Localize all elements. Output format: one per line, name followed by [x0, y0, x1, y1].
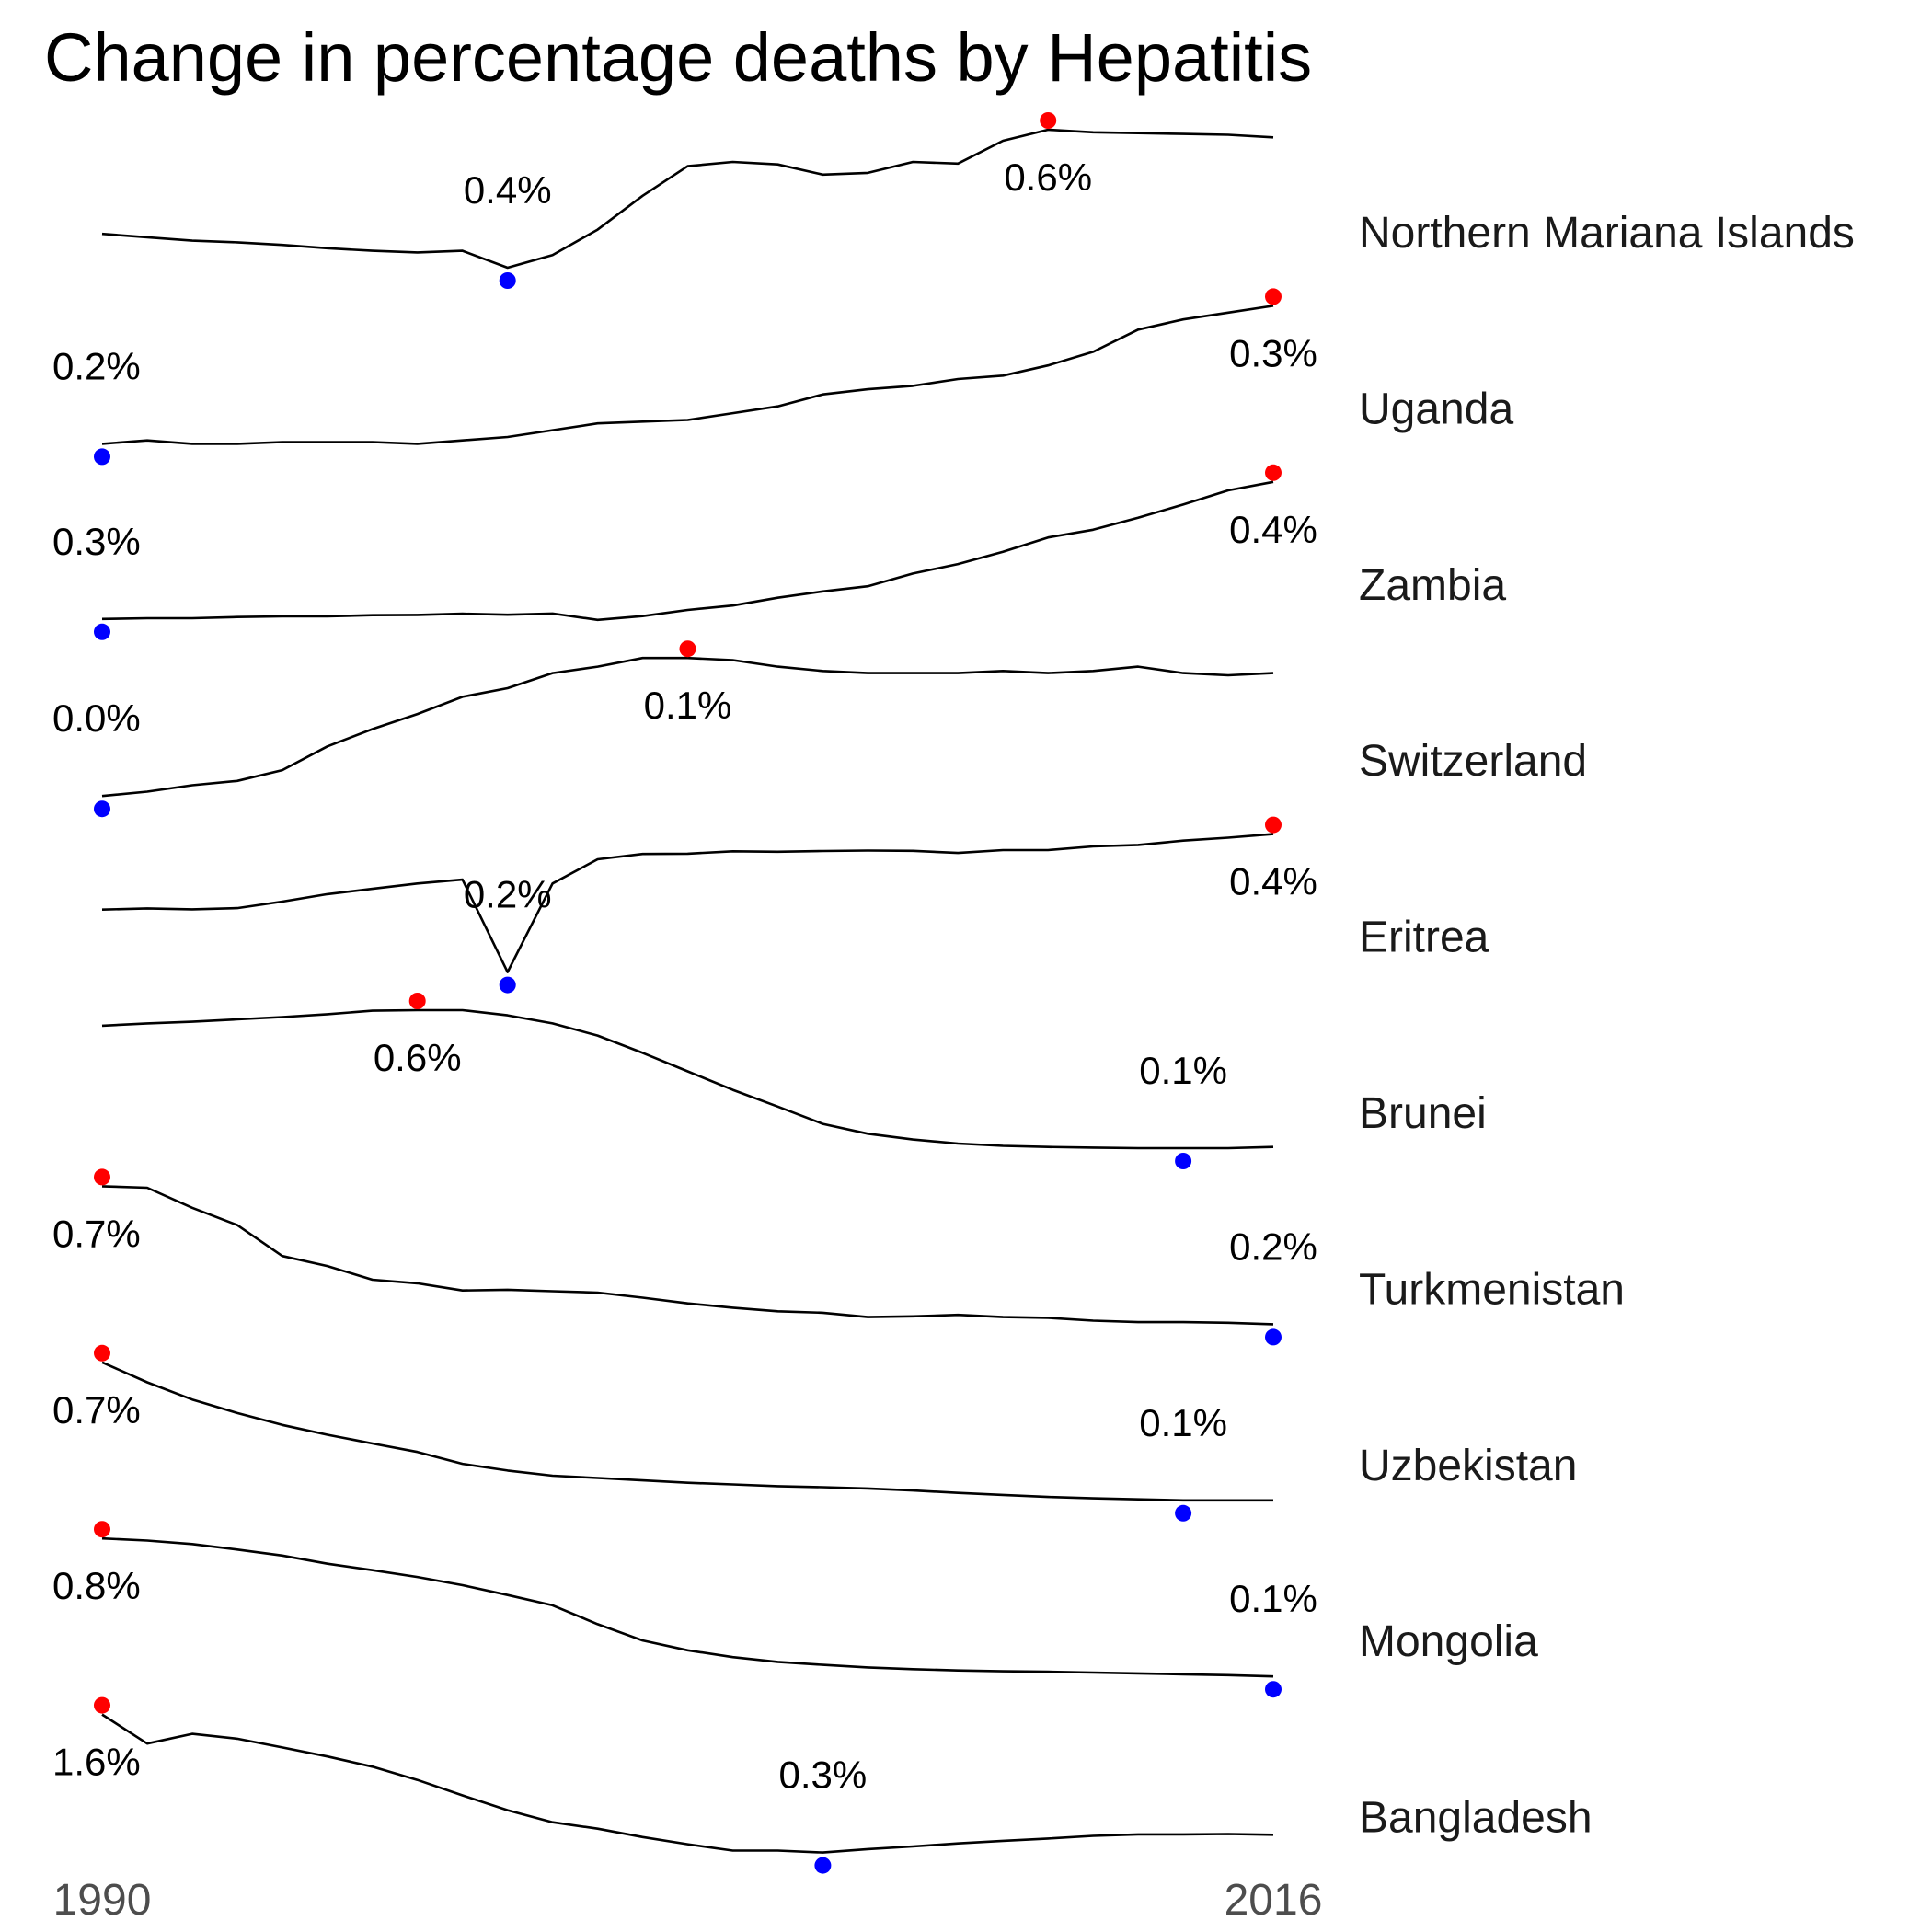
min-point-brunei — [1175, 1153, 1192, 1169]
max-point-eritrea — [1265, 816, 1282, 834]
sparkline-switzerland — [101, 656, 1274, 798]
max-point-northern-mariana-islands — [1040, 112, 1057, 129]
max-value-label: 0.4% — [1229, 860, 1317, 903]
country-label-switzerland: Switzerland — [1359, 737, 1587, 786]
country-label-uzbekistan: Uzbekistan — [1359, 1442, 1577, 1490]
chart-title: Change in percentage deaths by Hepatitis — [44, 19, 1312, 96]
max-point-bangladesh — [94, 1696, 110, 1714]
max-point-zambia — [1265, 464, 1282, 481]
country-label-brunei: Brunei — [1359, 1089, 1487, 1138]
min-point-mongolia — [1265, 1681, 1282, 1698]
max-value-label: 0.7% — [52, 1388, 141, 1432]
min-value-label: 0.3% — [52, 520, 141, 563]
min-value-label: 0.1% — [1229, 1577, 1317, 1620]
max-value-label: 1.6% — [52, 1741, 141, 1784]
max-value-label: 0.6% — [374, 1036, 462, 1079]
max-point-uganda — [1265, 288, 1282, 305]
min-point-uzbekistan — [1175, 1504, 1192, 1522]
sparkline-eritrea — [101, 833, 1274, 973]
sparkline-brunei — [101, 1008, 1274, 1150]
min-point-eritrea — [499, 976, 516, 994]
max-point-turkmenistan — [94, 1168, 110, 1186]
x-tick-label-start: 1990 — [53, 1876, 152, 1925]
sparkline-uzbekistan — [101, 1361, 1273, 1502]
max-value-label: 0.1% — [644, 684, 732, 727]
max-value-label: 0.6% — [1004, 155, 1092, 199]
max-point-switzerland — [679, 640, 696, 658]
sparkline-row-uzbekistan: 0.1% 0.7% Uzbekistan — [52, 1344, 1577, 1522]
sparkline-zambia — [101, 480, 1274, 622]
min-value-label: 0.0% — [52, 696, 141, 740]
country-label-uganda: Uganda — [1359, 385, 1513, 433]
max-value-label: 0.3% — [1229, 331, 1317, 374]
min-point-northern-mariana-islands — [499, 272, 516, 289]
min-value-label: 0.3% — [779, 1754, 868, 1797]
country-label-turkmenistan: Turkmenistan — [1359, 1265, 1625, 1314]
max-value-label: 0.8% — [52, 1564, 141, 1607]
min-value-label: 0.1% — [1139, 1401, 1227, 1444]
sparkline-mongolia — [101, 1536, 1274, 1678]
min-value-label: 0.2% — [1229, 1225, 1317, 1268]
sparkline-row-brunei: 0.1% 0.6% Brunei — [101, 993, 1487, 1169]
max-point-uzbekistan — [94, 1344, 110, 1362]
sparkline-row-switzerland: 0.0% 0.1% Switzerland — [52, 640, 1587, 818]
sparkline-row-uganda: 0.2% 0.3% Uganda — [52, 288, 1513, 466]
sparkline-row-eritrea: 0.2% 0.4% Eritrea — [101, 816, 1489, 994]
sparkline-northern-mariana-islands — [101, 128, 1274, 270]
sparkline-row-northern-mariana-islands: 0.4% 0.6% Northern Mariana Islands — [101, 112, 1855, 289]
country-label-zambia: Zambia — [1359, 561, 1506, 610]
min-value-label: 0.4% — [464, 168, 552, 212]
sparkline-bangladesh — [101, 1713, 1274, 1854]
max-point-mongolia — [94, 1521, 110, 1538]
sparkline-turkmenistan — [101, 1185, 1274, 1326]
sparkline-row-turkmenistan: 0.2% 0.7% Turkmenistan — [52, 1168, 1625, 1346]
max-point-brunei — [408, 993, 426, 1009]
country-label-northern-mariana-islands: Northern Mariana Islands — [1359, 209, 1855, 258]
min-point-zambia — [94, 623, 110, 640]
country-label-bangladesh: Bangladesh — [1359, 1794, 1593, 1843]
country-label-mongolia: Mongolia — [1359, 1617, 1538, 1666]
max-value-label: 0.7% — [52, 1212, 141, 1255]
min-value-label: 0.1% — [1139, 1049, 1227, 1092]
x-tick-label-end: 2016 — [1225, 1876, 1323, 1925]
sparkline-rows: 0.4% 0.6% Northern Mariana Islands 0.2% 0.3%… — [52, 112, 1855, 1874]
min-point-turkmenistan — [1265, 1328, 1282, 1346]
min-point-uganda — [94, 448, 110, 466]
min-value-label: 0.2% — [52, 344, 141, 387]
country-label-eritrea: Eritrea — [1359, 914, 1489, 962]
sparkline-row-bangladesh: 0.3% 1.6% Bangladesh — [52, 1696, 1593, 1874]
sparkline-row-mongolia: 0.1% 0.8% Mongolia — [52, 1521, 1538, 1698]
min-point-bangladesh — [814, 1857, 832, 1874]
max-value-label: 0.4% — [1229, 508, 1317, 551]
sparkline-uganda — [101, 305, 1274, 445]
min-value-label: 0.2% — [464, 873, 552, 916]
sparkline-row-zambia: 0.3% 0.4% Zambia — [52, 464, 1506, 640]
min-point-switzerland — [94, 800, 110, 818]
